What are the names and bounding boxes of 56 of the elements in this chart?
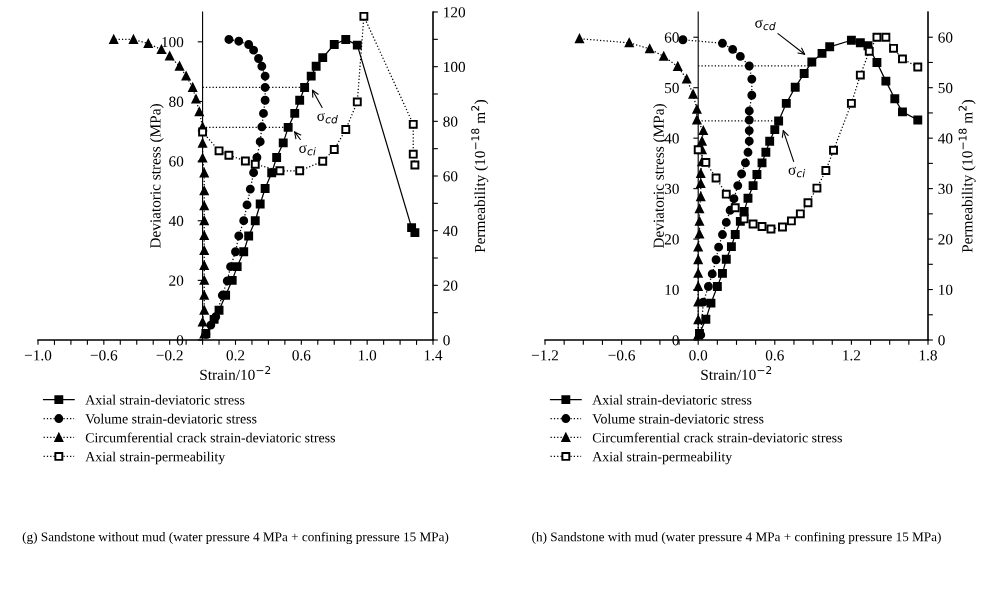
- y2-tick-label: 80: [443, 116, 458, 127]
- y2-tick-label: 40: [443, 225, 458, 237]
- legend-label: Axial strain-deviatoric stress: [85, 394, 245, 405]
- y2-tick-label: 10: [939, 284, 953, 295]
- x-tick-label: 0.6: [292, 350, 311, 361]
- y-tick-label: 20: [664, 234, 679, 245]
- y2-tick-label: 0: [443, 335, 450, 346]
- x-axis-title: Strain/10$^{−2}$: [701, 366, 772, 380]
- x-tick-label: 0.0: [689, 350, 708, 361]
- x-tick-label: 1.4: [424, 350, 443, 361]
- legend-label: Axial strain-permeability: [85, 451, 226, 465]
- y-tick-label: 40: [168, 215, 184, 227]
- y2-tick-label: 50: [938, 82, 953, 94]
- y-tick-label: 60: [169, 156, 184, 167]
- x-tick-label: 0.6: [765, 350, 784, 361]
- y2-axis-title: Permeability (10$^{−18}$ m$^{2}$): [958, 99, 976, 253]
- y-tick-label: 50: [665, 82, 679, 94]
- legend-label: Volume strain-deviatoric stress: [592, 413, 764, 424]
- x-tick-label: 1.2: [843, 350, 861, 361]
- x-tick-label: −0.6: [90, 350, 118, 361]
- x-tick-label: 1.8: [919, 350, 937, 361]
- y-tick-label: 80: [169, 96, 184, 107]
- y-tick-label: 20: [169, 275, 184, 286]
- y2-tick-label: 100: [444, 61, 466, 73]
- x-tick-label: −0.2: [156, 350, 183, 361]
- y2-tick-label: 30: [938, 183, 953, 195]
- x-axis-title: Strain/10$^{−2}$: [200, 366, 271, 380]
- annotation: σ$_{cd}$: [317, 112, 338, 124]
- y2-tick-label: 20: [938, 234, 953, 245]
- y2-tick-label: 40: [938, 133, 953, 144]
- y-axis-title: Deviatoric stress (MPa): [149, 104, 164, 249]
- x-tick-label: 1.0: [358, 350, 377, 361]
- y-tick-label: 60: [664, 32, 679, 43]
- text: (h) Sandstone with mud (water pressure 4 MPa + confining pressure 15 MPa): [532, 531, 941, 545]
- y-tick-label: 30: [664, 183, 679, 195]
- y-tick-label: 10: [665, 284, 679, 295]
- y2-tick-label: 0: [938, 335, 945, 346]
- legend-label: Circumferential crack strain-deviatoric stress: [592, 432, 842, 443]
- legend-label: Axial strain-permeability: [592, 451, 733, 465]
- y2-tick-label: 60: [443, 171, 458, 182]
- x-tick-label: 0.2: [226, 350, 245, 361]
- y2-axis-title: Permeability (10$^{−18}$ m$^{2}$): [471, 99, 489, 253]
- x-tick-label: −1.0: [24, 350, 52, 361]
- legend-label: Axial strain-deviatoric stress: [592, 394, 752, 405]
- y2-tick-label: 60: [938, 32, 953, 43]
- annotation: σ$_{cd}$: [755, 19, 776, 31]
- annotation: σ$_{ci}$: [299, 144, 316, 156]
- x-tick-label: −0.6: [608, 350, 635, 361]
- y2-tick-label: 20: [443, 280, 458, 291]
- legend-label: Volume strain-deviatoric stress: [85, 413, 257, 424]
- legend-label: Circumferential crack strain-deviatoric stress: [85, 432, 335, 443]
- x-tick-label: −1.2: [531, 350, 559, 361]
- annotation: σ$_{ci}$: [788, 166, 806, 178]
- text: (g) Sandstone without mud (water pressure 4 MPa + confining pressure 15 MPa): [22, 531, 449, 545]
- y-tick-label: 100: [162, 36, 184, 48]
- y2-tick-label: 120: [444, 7, 466, 18]
